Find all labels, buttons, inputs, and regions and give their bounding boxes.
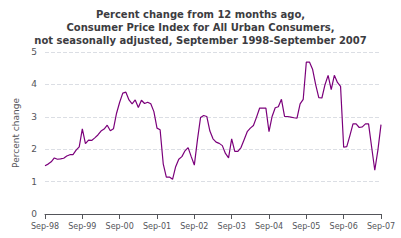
svg-text:Sep-02: Sep-02 xyxy=(180,222,208,231)
svg-text:0: 0 xyxy=(31,209,37,219)
svg-text:4: 4 xyxy=(31,79,37,89)
svg-text:Consumer Price Index for All U: Consumer Price Index for All Urban Consu… xyxy=(66,22,334,33)
svg-text:1: 1 xyxy=(31,177,37,187)
svg-text:Sep-99: Sep-99 xyxy=(68,222,96,231)
svg-text:Sep-06: Sep-06 xyxy=(330,222,358,231)
svg-text:not seasonally adjusted, Septe: not seasonally adjusted, September 1998-… xyxy=(34,35,366,46)
svg-text:Sep-00: Sep-00 xyxy=(106,222,134,231)
svg-text:Percent change: Percent change xyxy=(11,98,21,168)
svg-text:Sep-98: Sep-98 xyxy=(31,222,59,231)
svg-text:Sep-04: Sep-04 xyxy=(255,222,283,231)
svg-text:Sep-07: Sep-07 xyxy=(367,222,395,231)
svg-text:Sep-01: Sep-01 xyxy=(143,222,171,231)
svg-text:Percent change from 12 months: Percent change from 12 months ago, xyxy=(96,9,305,20)
svg-text:Sep-03: Sep-03 xyxy=(218,222,246,231)
svg-text:2: 2 xyxy=(31,144,37,154)
svg-text:Sep-05: Sep-05 xyxy=(292,222,320,231)
svg-text:3: 3 xyxy=(31,112,37,122)
svg-text:5: 5 xyxy=(31,47,37,57)
